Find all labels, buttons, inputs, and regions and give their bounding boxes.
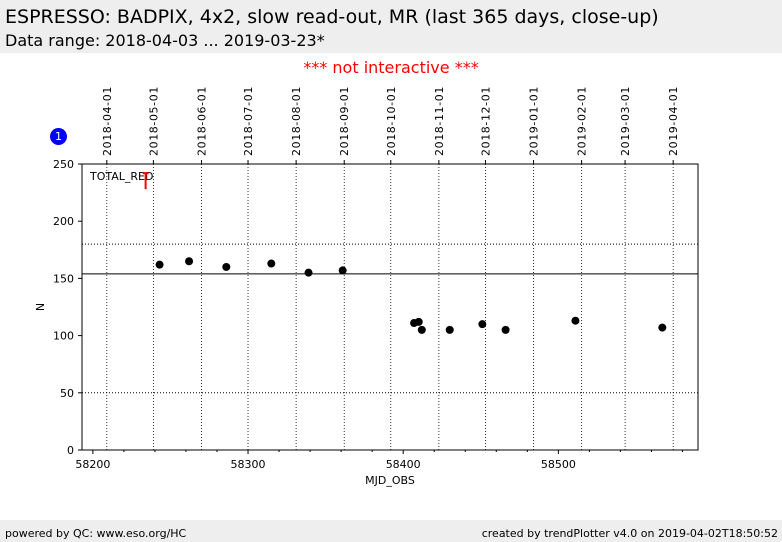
- date-tick-label: 2018-06-01: [195, 86, 208, 156]
- date-tick-label: 2018-04-01: [101, 86, 114, 156]
- y-tick-label: 100: [53, 330, 74, 343]
- date-tick-label: 2019-02-01: [576, 86, 589, 156]
- page-title: ESPRESSO: BADPIX, 4x2, slow read-out, MR…: [5, 6, 659, 28]
- data-point: [445, 325, 454, 334]
- y-tick-label: 250: [53, 158, 74, 171]
- footer-created-by: created by trendPlotter v4.0 on 2019-04-…: [481, 527, 778, 540]
- data-point: [222, 262, 231, 271]
- date-tick-label: 2018-12-01: [479, 86, 492, 156]
- date-tick-label: 2018-05-01: [147, 86, 160, 156]
- data-point: [414, 317, 423, 326]
- plot-number-badge: 1: [50, 128, 67, 145]
- date-tick-label: 2018-08-01: [290, 86, 303, 156]
- x-tick-label: 58300: [231, 458, 266, 471]
- x-axis-label: MJD_OBS: [365, 474, 415, 487]
- plot-area: [81, 163, 699, 451]
- date-tick-label: 2019-01-01: [528, 86, 541, 156]
- data-point: [417, 325, 426, 334]
- data-range-subtitle: Data range: 2018-04-03 ... 2019-03-23*: [5, 31, 325, 50]
- y-axis-label: N: [34, 303, 47, 311]
- data-point: [501, 325, 510, 334]
- data-point: [658, 323, 667, 332]
- date-tick-label: 2018-07-01: [242, 86, 255, 156]
- date-tick-label: 2018-09-01: [338, 86, 351, 156]
- data-point: [185, 257, 194, 266]
- date-tick-label: 2018-11-01: [433, 86, 446, 156]
- x-tick-label: 58200: [75, 458, 110, 471]
- date-tick-label: 2019-04-01: [667, 86, 680, 156]
- x-tick-label: 58500: [541, 458, 576, 471]
- data-point: [478, 320, 487, 329]
- y-tick-label: 200: [53, 215, 74, 228]
- data-point: [267, 259, 276, 268]
- y-tick-label: 50: [60, 387, 74, 400]
- footer-bar: [0, 520, 782, 542]
- date-tick-label: 2019-03-01: [619, 86, 632, 156]
- data-point: [338, 266, 347, 275]
- not-interactive-notice: *** not interactive ***: [303, 58, 479, 77]
- chart-annotation: TOTAL_RED: [89, 170, 153, 183]
- date-tick-label: 2018-10-01: [385, 86, 398, 156]
- footer-powered-by: powered by QC: www.eso.org/HC: [5, 527, 187, 540]
- data-point: [155, 260, 164, 269]
- data-point: [571, 316, 580, 325]
- x-tick-label: 58400: [386, 458, 421, 471]
- y-tick-label: 0: [67, 444, 74, 457]
- y-tick-label: 150: [53, 272, 74, 285]
- header-bar: ESPRESSO: BADPIX, 4x2, slow read-out, MR…: [0, 0, 782, 53]
- data-point: [304, 268, 313, 277]
